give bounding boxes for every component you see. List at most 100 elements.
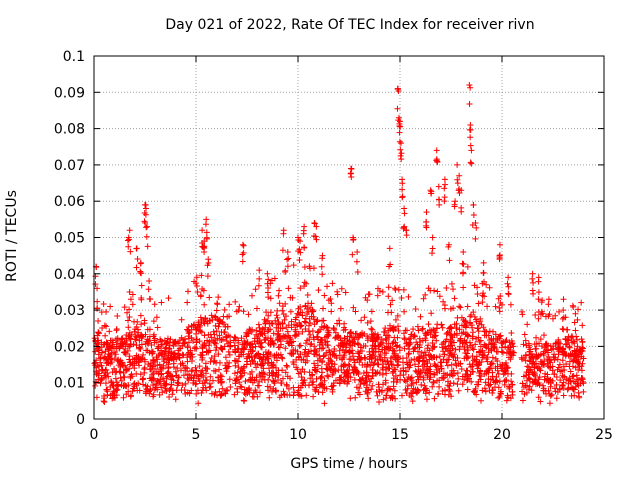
data-point	[295, 311, 302, 318]
data-point	[209, 316, 216, 323]
data-point	[227, 333, 234, 340]
data-point	[172, 338, 179, 345]
data-point	[441, 185, 448, 192]
data-point	[391, 348, 398, 355]
data-point	[394, 334, 401, 341]
data-point	[375, 333, 382, 340]
data-point	[388, 309, 395, 316]
data-point	[480, 259, 487, 266]
data-point	[95, 344, 102, 351]
data-point	[574, 316, 581, 323]
data-point	[116, 344, 123, 351]
data-point	[520, 341, 527, 348]
data-point	[307, 331, 314, 338]
data-point	[202, 315, 209, 322]
data-point	[315, 336, 322, 343]
data-point	[351, 376, 358, 383]
data-point	[239, 258, 246, 265]
data-point	[95, 317, 102, 324]
data-point	[426, 389, 433, 396]
data-point	[245, 311, 252, 318]
data-point	[320, 317, 327, 324]
data-point	[225, 348, 232, 355]
data-point	[299, 328, 306, 335]
data-point	[438, 366, 445, 373]
data-point	[451, 203, 458, 210]
data-point	[311, 360, 318, 367]
data-point	[420, 376, 427, 383]
data-point	[273, 354, 280, 361]
data-point	[388, 355, 395, 362]
data-point	[126, 236, 133, 243]
data-point	[193, 367, 200, 374]
data-point	[99, 325, 106, 332]
data-point	[467, 142, 474, 149]
data-point	[308, 300, 315, 307]
data-point	[280, 230, 287, 237]
data-point	[92, 382, 99, 389]
data-point	[386, 334, 393, 341]
data-point	[250, 347, 257, 354]
data-point	[459, 381, 466, 388]
data-point	[103, 323, 110, 330]
data-point	[399, 194, 406, 201]
data-point	[297, 238, 304, 245]
data-point	[574, 336, 581, 343]
data-point	[144, 386, 151, 393]
data-point	[480, 269, 487, 276]
data-point	[213, 307, 220, 314]
data-point	[312, 348, 319, 355]
data-point	[281, 316, 288, 323]
data-point	[480, 290, 487, 297]
data-point	[382, 325, 389, 332]
data-point	[553, 374, 560, 381]
data-point	[500, 349, 507, 356]
data-point	[126, 288, 133, 295]
data-point	[164, 340, 171, 347]
data-point	[403, 232, 410, 239]
data-point	[469, 363, 476, 370]
data-point	[427, 368, 434, 375]
data-point	[255, 351, 262, 358]
data-point	[117, 369, 124, 376]
data-point	[478, 321, 485, 328]
data-point	[216, 316, 223, 323]
data-point	[298, 393, 305, 400]
data-point	[450, 354, 457, 361]
data-point	[475, 334, 482, 341]
data-point	[308, 372, 315, 379]
data-point	[526, 366, 533, 373]
data-point	[160, 365, 167, 372]
data-point	[265, 350, 272, 357]
x-tick-label: 20	[493, 427, 511, 443]
data-point	[112, 375, 119, 382]
data-point	[472, 235, 479, 242]
data-point	[426, 376, 433, 383]
data-point	[539, 297, 546, 304]
data-point	[332, 367, 339, 374]
data-point	[409, 380, 416, 387]
data-point	[528, 387, 535, 394]
data-point	[151, 339, 158, 346]
data-point	[520, 384, 527, 391]
data-point	[199, 227, 206, 234]
data-point	[236, 379, 243, 386]
data-point	[239, 241, 246, 248]
data-point	[437, 363, 444, 370]
data-point	[326, 366, 333, 373]
data-point	[154, 324, 161, 331]
data-point	[144, 223, 151, 230]
data-point	[411, 332, 418, 339]
data-point	[476, 370, 483, 377]
data-point	[392, 316, 399, 323]
data-point	[278, 380, 285, 387]
data-point	[533, 340, 540, 347]
data-point	[293, 331, 300, 338]
data-point	[258, 369, 265, 376]
data-point	[447, 342, 454, 349]
data-point	[379, 346, 386, 353]
data-point	[376, 398, 383, 405]
data-point	[508, 329, 515, 336]
data-point	[399, 186, 406, 193]
data-point	[206, 317, 213, 324]
